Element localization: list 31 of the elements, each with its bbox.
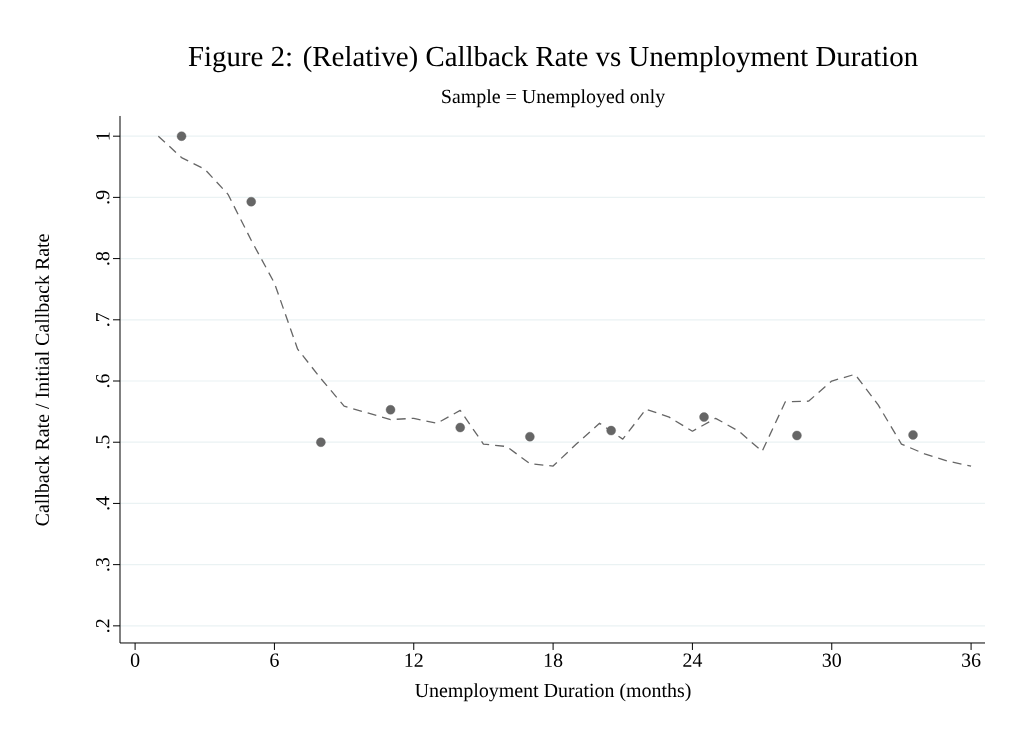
point — [908, 430, 918, 440]
y-tick-label: .6 — [96, 374, 110, 388]
y-tick-label: .4 — [96, 496, 110, 510]
x-tick-label: 6 — [270, 653, 279, 667]
point — [455, 422, 465, 433]
point — [792, 430, 802, 441]
chart-subtitle: Sample = Unemployed only — [442, 89, 666, 108]
point — [525, 432, 535, 442]
y-tick-label: .7 — [96, 312, 110, 326]
point — [385, 405, 396, 415]
y-axis-title: Callback Rate / Initial Callback Rate — [35, 234, 50, 526]
y-tick-label: 1 — [96, 132, 110, 140]
x-tick-label: 36 — [962, 653, 981, 667]
y-tick-label: .2 — [96, 619, 110, 632]
point — [176, 131, 187, 141]
line-series — [157, 135, 972, 467]
y-tick-label: .8 — [95, 251, 110, 265]
chart-title: Figure 2: (Relative) Callback Rate vs Unemployment Duration — [188, 45, 918, 73]
x-tick-label: 24 — [683, 653, 703, 667]
point — [246, 196, 256, 207]
y-tick-label: .9 — [96, 190, 110, 204]
x-tick-label: 12 — [405, 653, 423, 667]
x-axis-title: Unemployment Duration (months) — [415, 683, 691, 702]
point — [316, 437, 326, 447]
x-tick-label: 30 — [822, 653, 841, 667]
x-tick-label: 18 — [544, 653, 563, 667]
point — [699, 412, 709, 422]
y-tick-label: .5 — [96, 435, 110, 449]
y-tick-label: .3 — [96, 557, 110, 571]
x-tick-label: 0 — [130, 653, 140, 667]
point — [606, 425, 616, 436]
